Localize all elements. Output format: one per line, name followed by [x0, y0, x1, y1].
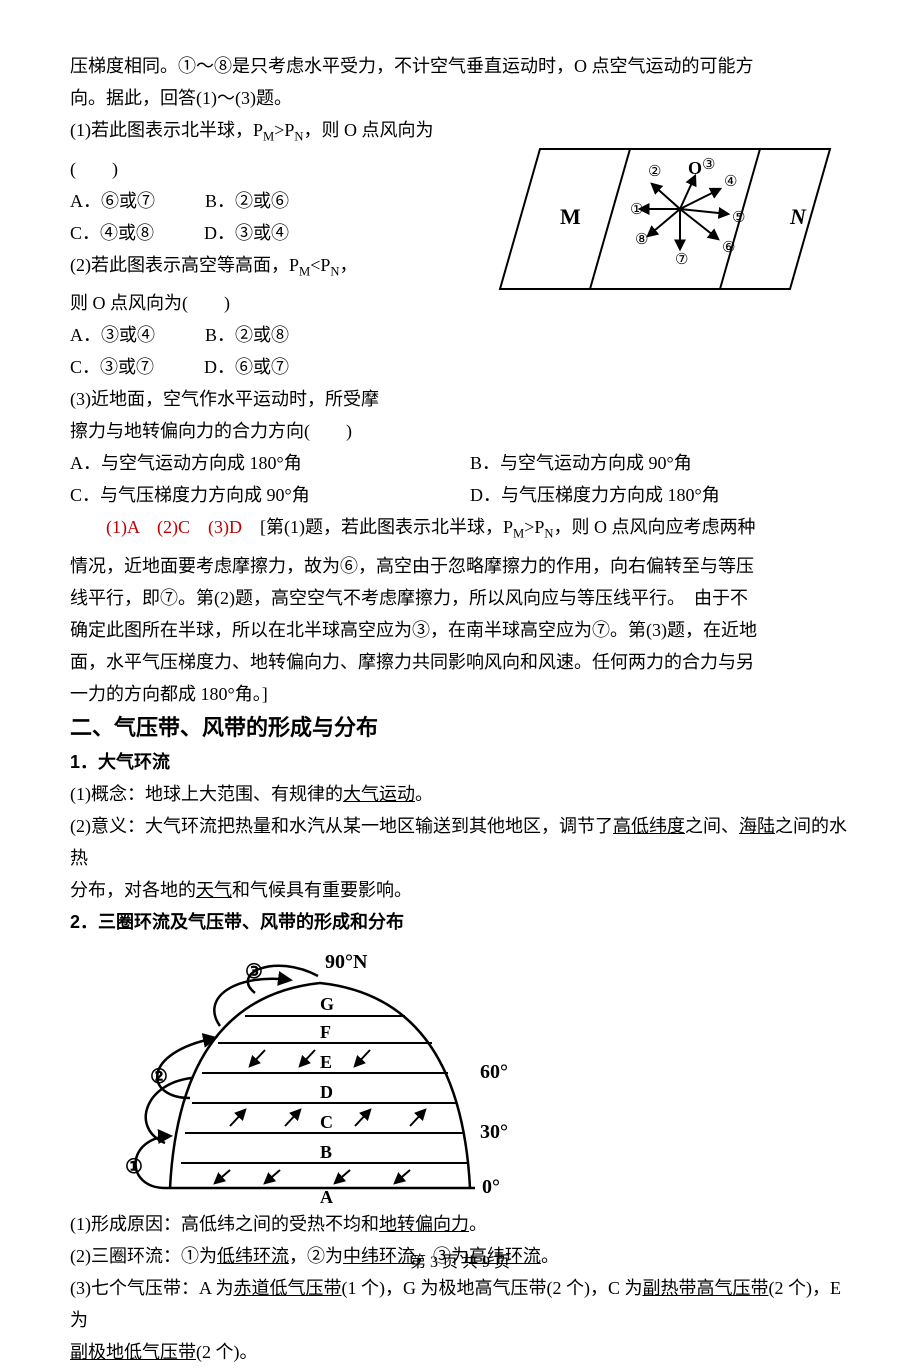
q1-stem-b: >P	[274, 120, 294, 140]
fig2-G: G	[320, 994, 334, 1014]
fig2-30: 30°	[480, 1121, 508, 1143]
fig1-n4: ④	[724, 174, 737, 190]
q1-opt-b: B．②或⑥	[205, 191, 289, 211]
q3-opt-a: A．与空气运动方向成 180°角	[70, 447, 470, 479]
sec2-p5-u1: 赤道低气压带	[234, 1278, 342, 1298]
sec2-p5-l1: (3)七个气压带：A 为赤道低气压带(1 个)，G 为极地高气压带(2 个)，C…	[70, 1272, 850, 1336]
fig2-c2: ②	[150, 1066, 168, 1088]
q2-opt-c: C．③或⑦	[70, 357, 154, 377]
section2-title: 二、气压带、风带的形成与分布	[70, 710, 850, 746]
answer-line2: 情况，近地面要考虑摩擦力，故为⑥，高空由于忽略摩擦力的作用，向右偏转至与等压	[70, 550, 850, 582]
sec2-p2-l2: 分布，对各地的天气和气候具有重要影响。	[70, 874, 850, 906]
fig2-B: B	[320, 1142, 332, 1162]
q1-opt-a: A．⑥或⑦	[70, 191, 155, 211]
fig2-c3: ③	[245, 961, 263, 983]
sec2-p5-b: (1 个)，G 为极地高气压带(2 个)，C 为	[342, 1278, 643, 1298]
sec2-p5-u3: 副极地低气压带	[70, 1342, 196, 1362]
q3-opt-d: D．与气压梯度力方向成 180°角	[470, 479, 720, 511]
q2-opt-a: A．③或④	[70, 325, 155, 345]
sec2-p5-d: (2 个)。	[196, 1342, 258, 1362]
sec2-p1-u: 大气运动	[343, 784, 415, 804]
q1-opt-d: D．③或④	[204, 223, 289, 243]
sec2-p1: (1)概念：地球上大范围、有规律的大气运动。	[70, 778, 850, 810]
q3-opt-b: B．与空气运动方向成 90°角	[470, 447, 692, 479]
answer-line6: 一力的方向都成 180°角。]	[70, 678, 850, 710]
fig1-n5: ⑤	[732, 210, 745, 226]
q3-line1: (3)近地面，空气作水平运动时，所受摩	[70, 383, 480, 415]
q2-opt-b: B．②或⑧	[205, 325, 289, 345]
sec2-p2-u1: 高低纬度	[613, 816, 685, 836]
answer-line1: (1)A (2)C (3)D [第(1)题，若此图表示北半球，PM>PN，则 O…	[70, 511, 850, 550]
q2-opt-d: D．⑥或⑦	[204, 357, 289, 377]
sec2-p2-a: (2)意义：大气环流把热量和水汽从某一地区输送到其他地区，调节了	[70, 816, 613, 836]
fig2-F: F	[320, 1022, 331, 1042]
figure-wind-directions: M N O ① ② ③ ④ ⑤ ⑥ ⑦ ⑧	[480, 114, 850, 314]
fig1-n7: ⑦	[675, 252, 688, 268]
intro-line-1: 压梯度相同。①～⑧是只考虑水平受力，不计空气垂直运动时，O 点空气运动的可能方	[70, 50, 850, 82]
fig1-label-m: M	[560, 204, 581, 229]
fig1-label-n: N	[789, 204, 807, 229]
page-footer: 第 3 页 共 9 页	[0, 1248, 920, 1272]
answer-sub1: M	[513, 527, 524, 541]
answer-line3: 线平行，即⑦。第(2)题，高空空气不考虑摩擦力，所以风向应与等压线平行。 由于不	[70, 582, 850, 614]
q3-opt-c: C．与气压梯度力方向成 90°角	[70, 479, 470, 511]
q1-stem: (1)若此图表示北半球，PM>PN，则 O 点风向为( )	[70, 114, 480, 185]
sec2-h2: 2．三圈环流及气压带、风带的形成和分布	[70, 906, 850, 938]
answer-key: (1)A (2)C (3)D	[106, 517, 242, 537]
fig1-n3: ③	[702, 157, 715, 173]
q2-stem-b: <P	[310, 255, 330, 275]
q2-stem-a: (2)若此图表示高空等高面，P	[70, 255, 299, 275]
sec2-p5-u2: 副热带高气压带	[642, 1278, 768, 1298]
sec2-p3-u: 地转偏向力	[379, 1214, 469, 1234]
sec2-p2-e: 和气候具有重要影响。	[232, 880, 412, 900]
answer-exp-a: [第(1)题，若此图表示北半球，P	[242, 517, 513, 537]
fig2-90n: 90°N	[325, 951, 368, 973]
sec2-p1-a: (1)概念：地球上大范围、有规律的	[70, 784, 343, 804]
sec2-p2-d: 分布，对各地的	[70, 880, 196, 900]
intro-line-2: 向。据此，回答(1)～(3)题。	[70, 82, 850, 114]
fig1-n6: ⑥	[722, 240, 735, 256]
q3-line2: 擦力与地转偏向力的合力方向( )	[70, 415, 480, 447]
q1-stem-a: (1)若此图表示北半球，P	[70, 120, 263, 140]
fig1-label-o: O	[688, 158, 702, 178]
sec2-p2-u3: 天气	[196, 880, 232, 900]
sec2-p2-l1: (2)意义：大气环流把热量和水汽从某一地区输送到其他地区，调节了高低纬度之间、海…	[70, 810, 850, 874]
sec2-p3-b: 。	[469, 1214, 487, 1234]
q1-opt-c: C．④或⑧	[70, 223, 154, 243]
figure-circulation: 90°N 60° 30° 0° G F E D C B A ① ② ③	[70, 938, 550, 1208]
sec2-p5-a: (3)七个气压带：A 为	[70, 1278, 234, 1298]
answer-exp-b: >P	[524, 517, 544, 537]
fig1-n8: ⑧	[635, 232, 648, 248]
fig2-c1: ①	[125, 1156, 143, 1178]
sec2-p1-b: 。	[415, 784, 433, 804]
sec2-p2-u2: 海陆	[739, 816, 775, 836]
fig2-E: E	[320, 1052, 332, 1072]
sec2-p3-a: (1)形成原因：高低纬之间的受热不均和	[70, 1214, 379, 1234]
fig2-0: 0°	[482, 1176, 500, 1198]
fig1-n2: ②	[648, 164, 661, 180]
sec2-p5-l2: 副极地低气压带(2 个)。	[70, 1336, 850, 1368]
fig2-A: A	[320, 1187, 333, 1207]
fig2-60: 60°	[480, 1061, 508, 1083]
q1-sub1: M	[263, 130, 274, 144]
sec2-p2-b: 之间、	[685, 816, 739, 836]
answer-exp-c: ，则 O 点风向应考虑两种	[553, 517, 755, 537]
q2-sub1: M	[299, 264, 310, 278]
q2-stem-line1: (2)若此图表示高空等高面，PM<PN，	[70, 249, 480, 288]
q2-stem-line2: 则 O 点风向为( )	[70, 287, 480, 319]
sec2-h1: 1．大气环流	[70, 746, 850, 778]
fig2-C: C	[320, 1112, 333, 1132]
q2-stem-c: ，	[339, 255, 357, 275]
fig2-D: D	[320, 1082, 333, 1102]
sec2-p3: (1)形成原因：高低纬之间的受热不均和地转偏向力。	[70, 1208, 850, 1240]
fig1-n1: ①	[630, 202, 643, 218]
answer-line4: 确定此图所在半球，所以在北半球高空应为③，在南半球高空应为⑦。第(3)题，在近地	[70, 614, 850, 646]
answer-line5: 面，水平气压梯度力、地转偏向力、摩擦力共同影响风向和风速。任何两力的合力与另	[70, 646, 850, 678]
